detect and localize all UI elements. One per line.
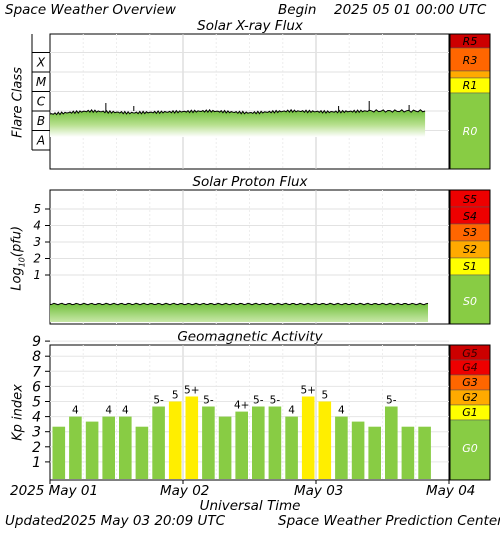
kp-scale-label: G2 [462,391,478,404]
kp-bar [335,416,348,479]
proton-scale-label: S4 [463,210,477,223]
proton-panel-title: Solar Proton Flux [192,174,308,190]
begin-date: 2025 05 01 00:00 UTC [334,2,487,18]
kp-bar [318,401,332,479]
proton-scale-frame [449,189,491,325]
kp-bar [418,426,431,479]
xray-scale-label: R3 [463,54,478,67]
kp-bar [385,406,398,479]
x-tick-may03: May 03 [294,483,344,499]
proton-scale-band [449,274,491,325]
xray-flux-area [50,109,426,137]
proton-scale-label: S3 [463,226,477,239]
updated-label: Updated [5,513,63,529]
proton-flux-area [50,303,428,322]
kp-bar [69,416,82,479]
x-tick-may01: 2025 May 01 [10,483,99,499]
kp-bar [235,411,248,479]
proton-scale-label: S5 [463,193,477,206]
kp-scale-label: G3 [462,376,478,389]
kp-y-tick-8: 8 [32,349,41,365]
kp-scale-label: G5 [462,347,478,360]
updated-date: 2025 May 03 20:09 UTC [62,513,226,529]
kp-bar [268,406,282,479]
kp-bar-label: 4 [72,405,79,417]
proton-flux-line [49,302,429,306]
page-title: Space Weather Overview [5,2,176,18]
proton-scale-label: S1 [463,260,477,273]
kp-bar [301,396,315,479]
proton-y-tick-4: 4 [33,219,41,233]
kp-bar [401,426,415,479]
kp-bar [152,406,165,479]
proton-y-tick-3: 3 [33,235,41,249]
xray-scale-label: R0 [463,125,478,138]
kp-scale-band [449,419,491,481]
xray-class-tick-x: X [36,55,46,69]
kp-bar-label: 5 [321,390,328,402]
kp-bar [252,406,265,479]
kp-y-tick-3: 3 [32,425,41,441]
proton-scale-label: S0 [463,295,477,308]
kp-y-tick-2: 2 [32,440,41,456]
xray-scale-band [449,92,491,170]
x-axis-label: Universal Time [199,498,301,514]
kp-bar [218,416,232,479]
xray-scale-label: R5 [463,35,478,48]
kp-bar-label: 5- [153,395,164,407]
xray-panel-title: Solar X-ray Flux [197,18,303,34]
proton-y-tick-1: 1 [33,268,41,282]
kp-bar-label: 4 [122,405,129,417]
xray-scale-label: R1 [463,79,478,92]
kp-scale-label: G1 [462,406,478,419]
proton-scale-label: S2 [463,243,477,256]
x-tick-may04: May 04 [426,483,476,499]
proton-plot-frame [49,189,450,325]
credit-text: Space Weather Prediction Center [278,513,500,529]
xray-class-tick-c: C [37,94,46,108]
kp-y-tick-9: 9 [32,334,41,350]
kp-bar [119,416,132,479]
kp-scale-frame [449,344,491,481]
kp-y-tick-5: 5 [32,395,41,411]
kp-y-tick-7: 7 [32,364,41,380]
kp-bar [102,416,115,479]
kp-bar-label: 5- [270,395,281,407]
kp-scale-label: G4 [462,361,478,374]
x-tick-may02: May 02 [160,483,210,499]
kp-bar [351,421,365,479]
xray-scale-band [449,70,491,79]
xray-class-tick-b: B [37,114,45,128]
kp-bar [52,426,66,479]
kp-bar-label: 4 [338,405,345,417]
kp-bar [368,426,381,479]
proton-y-tick-2: 2 [33,252,41,266]
kp-bar-label: 5- [253,395,264,407]
kp-bar [202,406,215,479]
xray-class-tick-m: M [36,75,47,89]
proton-y-tick-5: 5 [33,202,41,216]
xray-flux-line [49,108,426,116]
kp-bar [85,421,99,479]
xray-scale-frame [449,33,491,170]
kp-bar-label: 4 [105,405,112,417]
kp-bar-label: 5+ [300,385,315,397]
kp-bar [285,416,298,479]
kp-scale-label: G0 [462,442,478,455]
begin-label: Begin [278,2,317,18]
kp-bar [168,401,182,479]
kp-bar-label: 4+ [234,400,249,412]
kp-bar-label: 5- [203,395,214,407]
kp-bar-label: 5 [172,390,179,402]
xray-class-tick-a: A [36,133,45,147]
kp-y-tick-6: 6 [32,379,41,395]
kp-y-tick-4: 4 [32,410,41,426]
kp-y-tick-1: 1 [32,455,41,471]
kp-bar [135,426,149,479]
kp-bar-label: 5+ [184,385,199,397]
kp-bar-label: 4 [288,405,295,417]
kp-bar-label: 5- [386,395,397,407]
kp-bar [185,396,199,479]
